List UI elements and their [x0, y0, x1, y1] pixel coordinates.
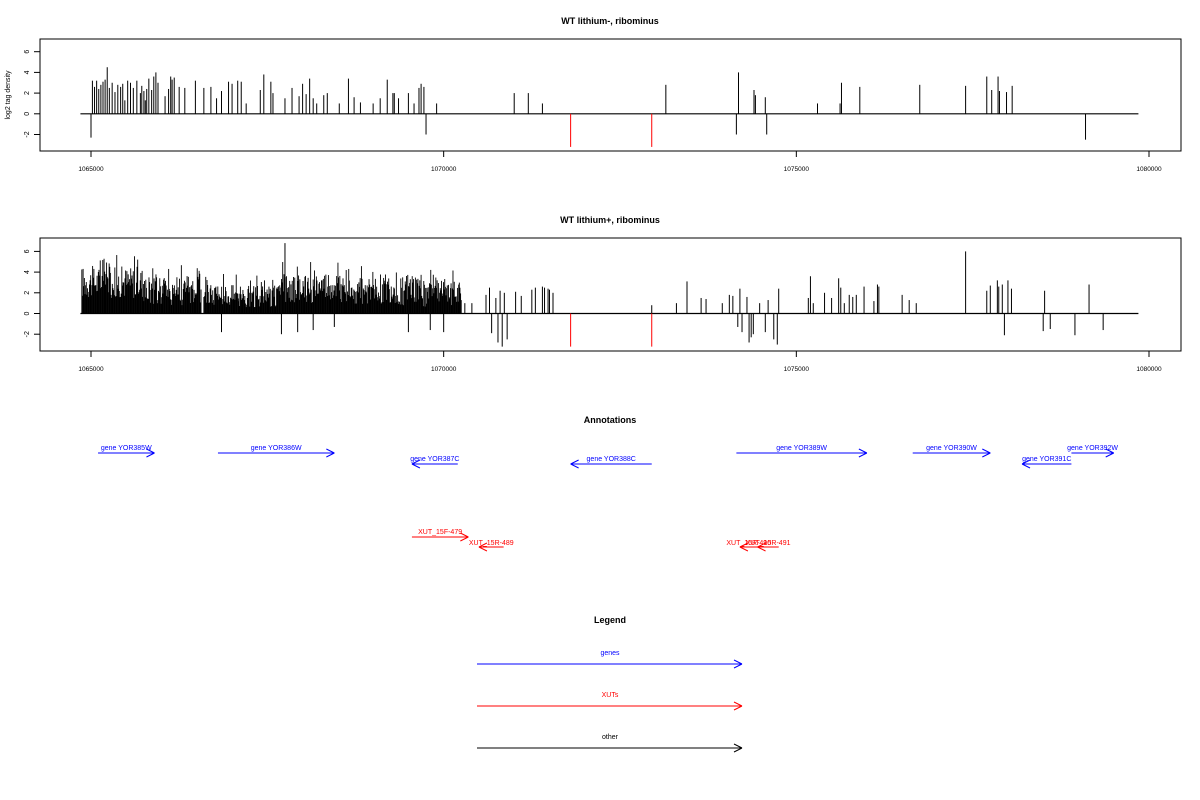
- track-panel-lithium-plus: WT lithium+, ribominus -2 0 2 4 6 1065000 107…: [24, 215, 1182, 373]
- gene-arrow: [411, 459, 458, 469]
- y-axis-label: log2 tag density: [5, 70, 12, 120]
- x-tick-label: 1075000: [784, 366, 810, 373]
- legend-xut-arrow: [477, 701, 743, 711]
- feature-label: gene YOR389W: [776, 445, 827, 452]
- y-tick-label: 0: [24, 311, 31, 315]
- legend: Legend genes XUTs other: [477, 615, 743, 753]
- legend-entries: genes XUTs other: [477, 650, 743, 753]
- feature-label: gene YOR385W: [101, 445, 152, 452]
- gene-arrow: [912, 448, 991, 458]
- legend-gene-arrow: [477, 659, 743, 669]
- feature-arrows: gene YOR385W gene YOR386W gene YOR387C gene…: [98, 445, 1118, 552]
- feature-label: XUT_15R-489: [469, 540, 514, 547]
- y-tick-label: -2: [24, 331, 31, 337]
- gene-arrow: [217, 448, 335, 458]
- y-tick-label: 4: [24, 270, 31, 274]
- signal-bars: [80, 67, 1139, 147]
- annotations-title: Annotations: [584, 415, 637, 425]
- feature-label: XUT_15R-490: [726, 540, 771, 547]
- legend-label: genes: [600, 650, 620, 657]
- x-tick-label: 1065000: [78, 366, 104, 373]
- y-tick-label: -2: [24, 131, 31, 137]
- legend-label: other: [602, 734, 619, 741]
- legend-label: XUTs: [602, 692, 619, 699]
- gene-arrow: [736, 448, 868, 458]
- x-axis: 1065000 1070000 1075000 1080000: [78, 350, 1162, 373]
- track-panel-lithium-minus: WT lithium-, ribominus log2 tag density …: [5, 16, 1182, 173]
- gene-arrow: [1071, 448, 1114, 458]
- feature-label: XUT_15R-491: [746, 540, 791, 547]
- y-tick-label: 6: [24, 50, 31, 54]
- xut-arrow: [739, 542, 758, 552]
- legend-other-arrow: [477, 743, 743, 753]
- feature-label: gene YOR387C: [410, 456, 459, 463]
- x-tick-label: 1080000: [1136, 166, 1162, 173]
- x-tick-label: 1065000: [78, 166, 104, 173]
- feature-label: XUT_15F-479: [418, 529, 462, 536]
- gene-arrow: [570, 459, 652, 469]
- y-tick-label: 6: [24, 249, 31, 253]
- gene-arrow: [98, 448, 155, 458]
- xut-arrow: [757, 542, 779, 552]
- annotation-track: Annotations gene YOR385W gene YOR386Wgene…: [98, 415, 1118, 552]
- y-axis: -2 0 2 4 6: [24, 249, 41, 337]
- x-tick-label: 1075000: [784, 166, 810, 173]
- gene-arrow: [1021, 459, 1072, 469]
- panel-title: WT lithium+, ribominus: [560, 215, 660, 225]
- feature-label: gene YOR391C: [1022, 456, 1071, 463]
- y-axis: -2 0 2 4 6: [24, 50, 41, 138]
- y-tick-label: 4: [24, 70, 31, 74]
- x-tick-label: 1070000: [431, 166, 457, 173]
- panel-title: WT lithium-, ribominus: [561, 16, 659, 26]
- feature-label: gene YOR386W: [251, 445, 302, 452]
- feature-label: gene YOR392W: [1067, 445, 1118, 452]
- x-axis: 1065000 1070000 1075000 1080000: [78, 150, 1162, 173]
- x-tick-label: 1080000: [1136, 366, 1162, 373]
- y-tick-label: 0: [24, 112, 31, 116]
- signal-bars: [80, 243, 1139, 347]
- xut-arrow: [478, 542, 504, 552]
- xut-arrow: [411, 532, 469, 542]
- feature-label: gene YOR388C: [587, 456, 636, 463]
- y-tick-label: 2: [24, 291, 31, 295]
- legend-title: Legend: [594, 615, 626, 625]
- y-tick-label: 2: [24, 91, 31, 95]
- feature-label: gene YOR390W: [926, 445, 977, 452]
- x-tick-label: 1070000: [431, 366, 457, 373]
